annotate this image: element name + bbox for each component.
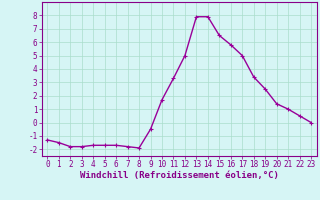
X-axis label: Windchill (Refroidissement éolien,°C): Windchill (Refroidissement éolien,°C)	[80, 171, 279, 180]
